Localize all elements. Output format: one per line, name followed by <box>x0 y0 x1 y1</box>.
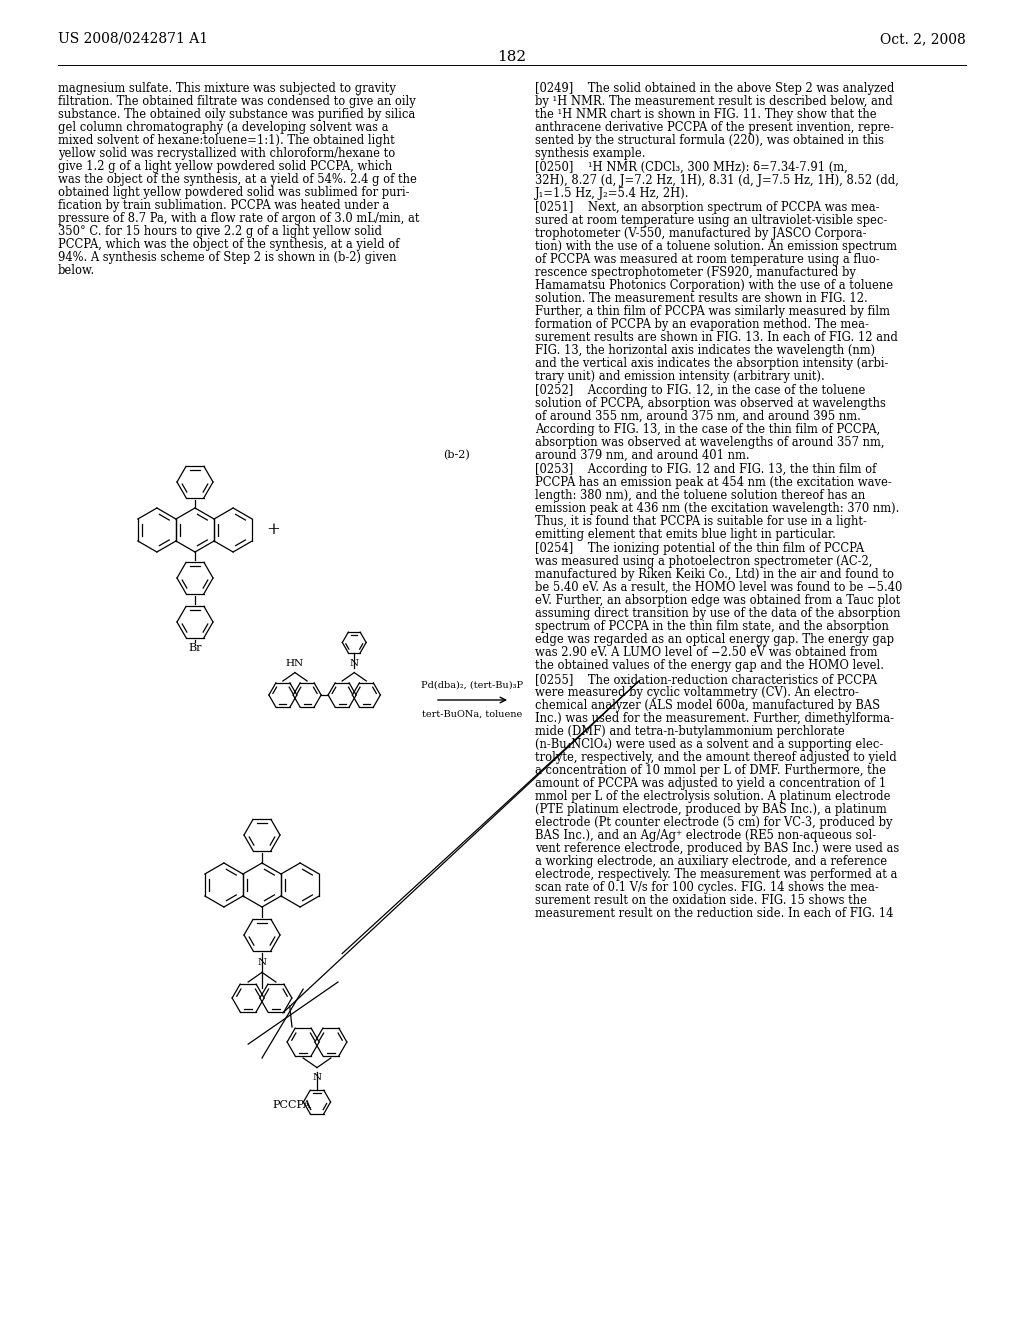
Text: (b-2): (b-2) <box>443 450 470 461</box>
Text: sured at room temperature using an ultraviolet-visible spec-: sured at room temperature using an ultra… <box>535 214 887 227</box>
Text: synthesis example.: synthesis example. <box>535 147 645 160</box>
Text: was 2.90 eV. A LUMO level of −2.50 eV was obtained from: was 2.90 eV. A LUMO level of −2.50 eV wa… <box>535 645 878 659</box>
Text: [0251]    Next, an absorption spectrum of PCCPA was mea-: [0251] Next, an absorption spectrum of P… <box>535 201 880 214</box>
Text: solution. The measurement results are shown in FIG. 12.: solution. The measurement results are sh… <box>535 292 867 305</box>
Text: manufactured by Riken Keiki Co., Ltd) in the air and found to: manufactured by Riken Keiki Co., Ltd) in… <box>535 568 894 581</box>
Text: surement result on the oxidation side. FIG. 15 shows the: surement result on the oxidation side. F… <box>535 894 867 907</box>
Text: 94%. A synthesis scheme of Step 2 is shown in (b-2) given: 94%. A synthesis scheme of Step 2 is sho… <box>58 251 396 264</box>
Text: According to FIG. 13, in the case of the thin film of PCCPA,: According to FIG. 13, in the case of the… <box>535 422 881 436</box>
Text: were measured by cyclic voltammetry (CV). An electro-: were measured by cyclic voltammetry (CV)… <box>535 686 859 700</box>
Text: absorption was observed at wavelengths of around 357 nm,: absorption was observed at wavelengths o… <box>535 436 885 449</box>
Text: sented by the structural formula (220), was obtained in this: sented by the structural formula (220), … <box>535 135 884 147</box>
Text: [0249]    The solid obtained in the above Step 2 was analyzed: [0249] The solid obtained in the above S… <box>535 82 894 95</box>
Text: the ¹H NMR chart is shown in FIG. 11. They show that the: the ¹H NMR chart is shown in FIG. 11. Th… <box>535 108 877 121</box>
Text: measurement result on the reduction side. In each of FIG. 14: measurement result on the reduction side… <box>535 907 893 920</box>
Text: was the object of the synthesis, at a yield of 54%. 2.4 g of the: was the object of the synthesis, at a yi… <box>58 173 417 186</box>
Text: a working electrode, an auxiliary electrode, and a reference: a working electrode, an auxiliary electr… <box>535 855 887 869</box>
Text: of around 355 nm, around 375 nm, and around 395 nm.: of around 355 nm, around 375 nm, and aro… <box>535 411 861 422</box>
Text: emitting element that emits blue light in particular.: emitting element that emits blue light i… <box>535 528 836 541</box>
Text: solution of PCCPA, absorption was observed at wavelengths: solution of PCCPA, absorption was observ… <box>535 397 886 411</box>
Text: PCCPA has an emission peak at 454 nm (the excitation wave-: PCCPA has an emission peak at 454 nm (th… <box>535 477 892 488</box>
Text: N: N <box>257 958 266 968</box>
Text: substance. The obtained oily substance was purified by silica: substance. The obtained oily substance w… <box>58 108 416 121</box>
Text: J₁=1.5 Hz, J₂=5.4 Hz, 2H).: J₁=1.5 Hz, J₂=5.4 Hz, 2H). <box>535 187 689 201</box>
Text: was measured using a photoelectron spectrometer (AC-2,: was measured using a photoelectron spect… <box>535 554 872 568</box>
Text: be 5.40 eV. As a result, the HOMO level was found to be −5.40: be 5.40 eV. As a result, the HOMO level … <box>535 581 902 594</box>
Text: Oct. 2, 2008: Oct. 2, 2008 <box>881 32 966 46</box>
Text: by ¹H NMR. The measurement result is described below, and: by ¹H NMR. The measurement result is des… <box>535 95 893 108</box>
Text: edge was regarded as an optical energy gap. The energy gap: edge was regarded as an optical energy g… <box>535 634 894 645</box>
Text: tion) with the use of a toluene solution. An emission spectrum: tion) with the use of a toluene solution… <box>535 240 897 253</box>
Text: 32H), 8.27 (d, J=7.2 Hz, 1H), 8.31 (d, J=7.5 Hz, 1H), 8.52 (dd,: 32H), 8.27 (d, J=7.2 Hz, 1H), 8.31 (d, J… <box>535 174 899 187</box>
Text: the obtained values of the energy gap and the HOMO level.: the obtained values of the energy gap an… <box>535 659 884 672</box>
Text: scan rate of 0.1 V/s for 100 cycles. FIG. 14 shows the mea-: scan rate of 0.1 V/s for 100 cycles. FIG… <box>535 880 879 894</box>
Text: rescence spectrophotometer (FS920, manufactured by: rescence spectrophotometer (FS920, manuf… <box>535 267 856 279</box>
Text: Pd(dba)₂, (tert-Bu)₃P: Pd(dba)₂, (tert-Bu)₃P <box>422 681 523 690</box>
Text: [0253]    According to FIG. 12 and FIG. 13, the thin film of: [0253] According to FIG. 12 and FIG. 13,… <box>535 463 877 477</box>
Text: [0252]    According to FIG. 12, in the case of the toluene: [0252] According to FIG. 12, in the case… <box>535 384 865 397</box>
Text: obtained light yellow powdered solid was sublimed for puri-: obtained light yellow powdered solid was… <box>58 186 410 199</box>
Text: (PTE platinum electrode, produced by BAS Inc.), a platinum: (PTE platinum electrode, produced by BAS… <box>535 803 887 816</box>
Text: magnesium sulfate. This mixture was subjected to gravity: magnesium sulfate. This mixture was subj… <box>58 82 396 95</box>
Text: electrode, respectively. The measurement was performed at a: electrode, respectively. The measurement… <box>535 869 897 880</box>
Text: 350° C. for 15 hours to give 2.2 g of a light yellow solid: 350° C. for 15 hours to give 2.2 g of a … <box>58 224 382 238</box>
Text: formation of PCCPA by an evaporation method. The mea-: formation of PCCPA by an evaporation met… <box>535 318 869 331</box>
Text: Further, a thin film of PCCPA was similarly measured by film: Further, a thin film of PCCPA was simila… <box>535 305 890 318</box>
Text: surement results are shown in FIG. 13. In each of FIG. 12 and: surement results are shown in FIG. 13. I… <box>535 331 898 345</box>
Text: Br: Br <box>188 643 202 653</box>
Text: PCCPA: PCCPA <box>272 1101 311 1110</box>
Text: US 2008/0242871 A1: US 2008/0242871 A1 <box>58 32 208 46</box>
Text: amount of PCCPA was adjusted to yield a concentration of 1: amount of PCCPA was adjusted to yield a … <box>535 777 886 789</box>
Text: pressure of 8.7 Pa, with a flow rate of argon of 3.0 mL/min, at: pressure of 8.7 Pa, with a flow rate of … <box>58 213 420 224</box>
Text: around 379 nm, and around 401 nm.: around 379 nm, and around 401 nm. <box>535 449 750 462</box>
Text: assuming direct transition by use of the data of the absorption: assuming direct transition by use of the… <box>535 607 900 620</box>
Text: mixed solvent of hexane:toluene=1:1). The obtained light: mixed solvent of hexane:toluene=1:1). Th… <box>58 135 394 147</box>
Text: length: 380 nm), and the toluene solution thereof has an: length: 380 nm), and the toluene solutio… <box>535 488 865 502</box>
Text: Hamamatsu Photonics Corporation) with the use of a toluene: Hamamatsu Photonics Corporation) with th… <box>535 279 893 292</box>
Text: eV. Further, an absorption edge was obtained from a Tauc plot: eV. Further, an absorption edge was obta… <box>535 594 900 607</box>
Text: trary unit) and emission intensity (arbitrary unit).: trary unit) and emission intensity (arbi… <box>535 370 824 383</box>
Text: vent reference electrode, produced by BAS Inc.) were used as: vent reference electrode, produced by BA… <box>535 842 899 855</box>
Text: gel column chromatography (a developing solvent was a: gel column chromatography (a developing … <box>58 121 388 135</box>
Text: chemical analyzer (ALS model 600a, manufactured by BAS: chemical analyzer (ALS model 600a, manuf… <box>535 700 880 711</box>
Text: spectrum of PCCPA in the thin film state, and the absorption: spectrum of PCCPA in the thin film state… <box>535 620 889 634</box>
Text: BAS Inc.), and an Ag/Ag⁺ electrode (RE5 non-aqueous sol-: BAS Inc.), and an Ag/Ag⁺ electrode (RE5 … <box>535 829 877 842</box>
Text: trolyte, respectively, and the amount thereof adjusted to yield: trolyte, respectively, and the amount th… <box>535 751 897 764</box>
Text: electrode (Pt counter electrode (5 cm) for VC-3, produced by: electrode (Pt counter electrode (5 cm) f… <box>535 816 893 829</box>
Text: PCCPA, which was the object of the synthesis, at a yield of: PCCPA, which was the object of the synth… <box>58 238 399 251</box>
Text: N: N <box>349 659 358 668</box>
Text: Inc.) was used for the measurement. Further, dimethylforma-: Inc.) was used for the measurement. Furt… <box>535 711 894 725</box>
Text: of PCCPA was measured at room temperature using a fluo-: of PCCPA was measured at room temperatur… <box>535 253 880 267</box>
Text: +: + <box>266 521 280 539</box>
Text: [0255]    The oxidation-reduction characteristics of PCCPA: [0255] The oxidation-reduction character… <box>535 673 877 686</box>
Text: N: N <box>312 1073 322 1081</box>
Text: Thus, it is found that PCCPA is suitable for use in a light-: Thus, it is found that PCCPA is suitable… <box>535 515 867 528</box>
Text: a concentration of 10 mmol per L of DMF. Furthermore, the: a concentration of 10 mmol per L of DMF.… <box>535 764 886 777</box>
Text: below.: below. <box>58 264 95 277</box>
Text: FIG. 13, the horizontal axis indicates the wavelength (nm): FIG. 13, the horizontal axis indicates t… <box>535 345 876 356</box>
Text: emission peak at 436 nm (the excitation wavelength: 370 nm).: emission peak at 436 nm (the excitation … <box>535 502 899 515</box>
Text: [0250]    ¹H NMR (CDCl₃, 300 MHz): δ=7.34-7.91 (m,: [0250] ¹H NMR (CDCl₃, 300 MHz): δ=7.34-7… <box>535 161 848 174</box>
Text: and the vertical axis indicates the absorption intensity (arbi-: and the vertical axis indicates the abso… <box>535 356 889 370</box>
Text: yellow solid was recrystallized with chloroform/hexane to: yellow solid was recrystallized with chl… <box>58 147 395 160</box>
Text: trophotometer (V-550, manufactured by JASCO Corpora-: trophotometer (V-550, manufactured by JA… <box>535 227 866 240</box>
Text: (n-Bu₄NClO₄) were used as a solvent and a supporting elec-: (n-Bu₄NClO₄) were used as a solvent and … <box>535 738 884 751</box>
Text: 182: 182 <box>498 50 526 63</box>
Text: mmol per L of the electrolysis solution. A platinum electrode: mmol per L of the electrolysis solution.… <box>535 789 891 803</box>
Text: anthracene derivative PCCPA of the present invention, repre-: anthracene derivative PCCPA of the prese… <box>535 121 894 135</box>
Text: [0254]    The ionizing potential of the thin film of PCCPA: [0254] The ionizing potential of the thi… <box>535 543 864 554</box>
Text: give 1.2 g of a light yellow powdered solid PCCPA, which: give 1.2 g of a light yellow powdered so… <box>58 160 392 173</box>
Text: HN: HN <box>286 659 304 668</box>
Text: mide (DMF) and tetra-n-butylammonium perchlorate: mide (DMF) and tetra-n-butylammonium per… <box>535 725 845 738</box>
Text: fication by train sublimation. PCCPA was heated under a: fication by train sublimation. PCCPA was… <box>58 199 389 213</box>
Text: tert-BuONa, toluene: tert-BuONa, toluene <box>422 710 522 719</box>
Text: filtration. The obtained filtrate was condensed to give an oily: filtration. The obtained filtrate was co… <box>58 95 416 108</box>
